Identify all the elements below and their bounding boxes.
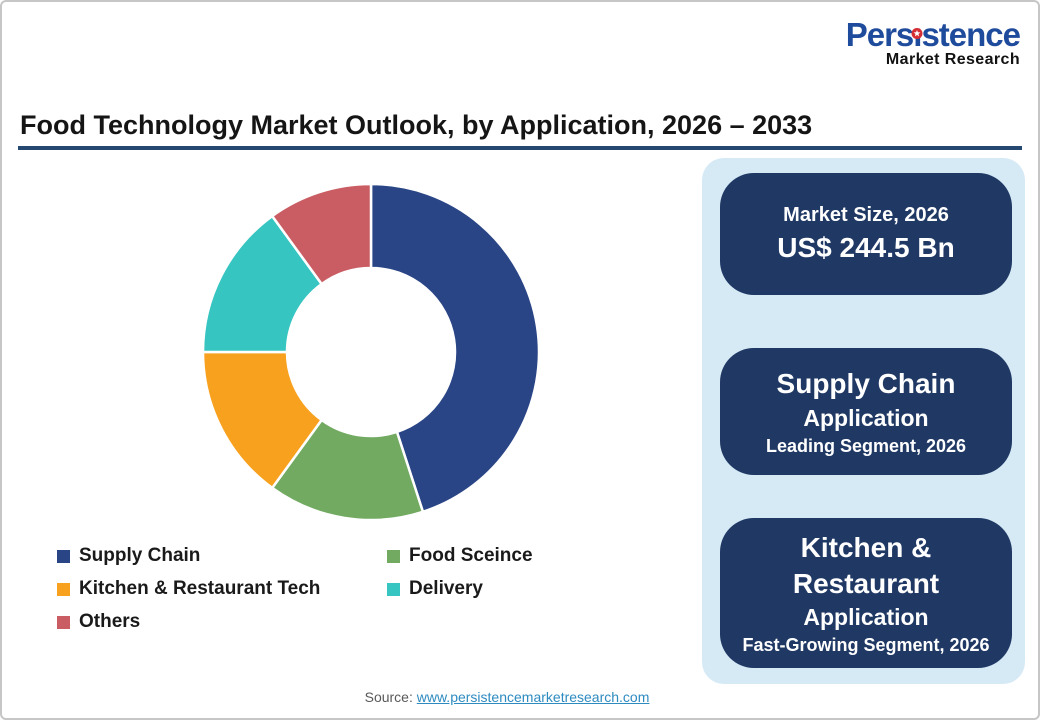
legend-item-delivery: Delivery — [387, 578, 617, 600]
fast-growing-caption: Fast-Growing Segment, 2026 — [742, 635, 990, 656]
highlight-panel: Market Size, 2026 US$ 244.5 Bn Supply Ch… — [702, 158, 1025, 684]
chart-legend: Supply Chain Food Sceince Kitchen & Restau… — [57, 545, 617, 633]
donut-slice-supply-chain — [369, 182, 541, 514]
donut-chart — [201, 182, 541, 522]
fast-growing-title: Kitchen & Restaurant — [793, 530, 939, 603]
legend-swatch-supply-chain — [57, 549, 70, 563]
legend-swatch-food-science — [387, 549, 400, 563]
logo-text-part1: Pers — [845, 16, 915, 53]
donut-slice-others — [271, 182, 373, 286]
leading-segment-title: Supply Chain — [776, 368, 956, 400]
title-underline — [18, 146, 1022, 150]
source-label: Source: — [364, 689, 413, 705]
legend-swatch-delivery — [387, 582, 400, 596]
legend-item-others: Others — [57, 611, 387, 633]
page-title: Food Technology Market Outlook, by Appli… — [20, 110, 813, 140]
fast-growing-segment-card: Kitchen & Restaurant Application Fast-Gr… — [720, 518, 1012, 668]
fast-growing-title-line2: Restaurant — [792, 568, 940, 599]
legend-label: Delivery — [409, 578, 483, 599]
source-line: Source: www.persistencemarketresearch.co… — [2, 689, 1012, 705]
fast-growing-subtitle: Application — [803, 604, 929, 631]
brand-logo: Persıstence Market Research — [845, 16, 1021, 68]
legend-label: Supply Chain — [79, 545, 201, 566]
brand-logo-subtitle: Market Research — [885, 51, 1020, 68]
fast-growing-title-line1: Kitchen & — [800, 531, 932, 563]
legend-label: Others — [79, 611, 141, 632]
market-size-label: Market Size, 2026 — [783, 204, 949, 226]
market-size-value: US$ 244.5 Bn — [777, 232, 955, 263]
source-link[interactable]: www.persistencemarketresearch.com — [416, 689, 650, 705]
market-size-card: Market Size, 2026 US$ 244.5 Bn — [720, 173, 1012, 295]
leading-segment-card: Supply Chain Application Leading Segment… — [720, 348, 1012, 475]
logo-text-part2: stence — [921, 16, 1021, 53]
leading-segment-caption: Leading Segment, 2026 — [765, 435, 967, 456]
legend-item-food-science: Food Sceince — [387, 545, 617, 567]
legend-label: Food Sceince — [409, 545, 533, 566]
brand-logo-wordmark: Persıstence — [845, 16, 1021, 53]
legend-item-kitchen-restaurant-tech: Kitchen & Restaurant Tech — [57, 578, 387, 600]
logo-star-dot-icon — [911, 11, 923, 39]
leading-segment-subtitle: Application — [803, 404, 929, 431]
legend-swatch-kitchen-restaurant-tech — [57, 582, 70, 596]
legend-swatch-others — [57, 615, 70, 629]
legend-label: Kitchen & Restaurant Tech — [79, 578, 321, 599]
legend-item-supply-chain: Supply Chain — [57, 545, 387, 567]
